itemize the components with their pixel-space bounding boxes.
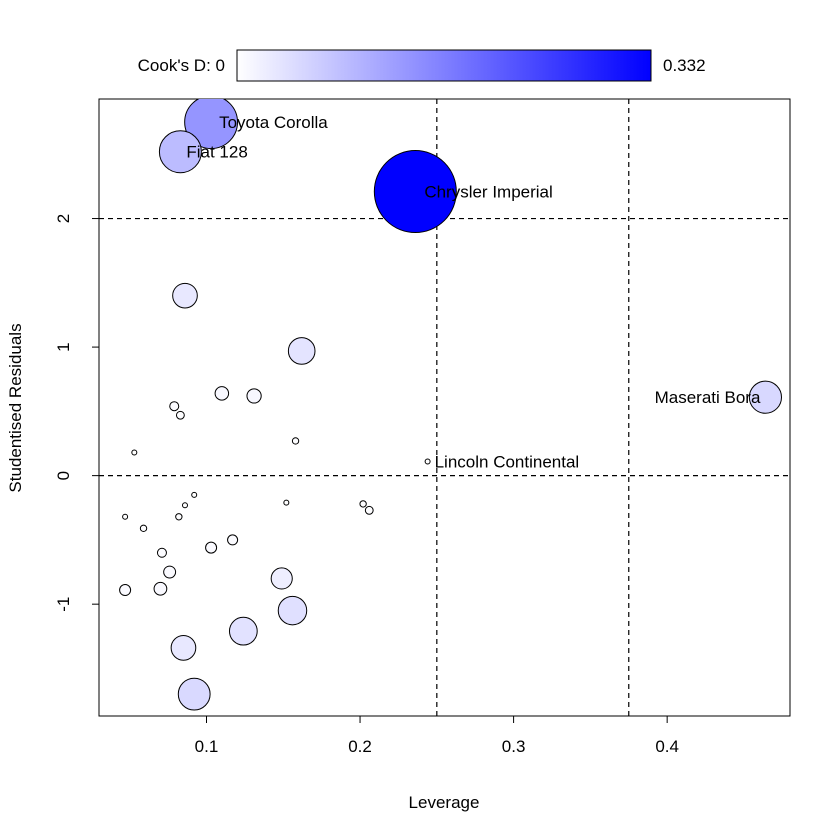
x-tick-label: 0.3 <box>502 737 526 756</box>
data-point <box>158 130 202 174</box>
plot-frame <box>98 98 791 717</box>
y-tick-label: -1 <box>54 597 73 612</box>
data-point <box>191 491 198 498</box>
data-point <box>169 401 180 412</box>
data-point <box>287 337 316 365</box>
data-point <box>277 595 308 626</box>
data-point <box>364 505 374 515</box>
data-point <box>424 458 431 465</box>
x-axis: 0.1 0.2 0.3 0.4 <box>195 716 679 756</box>
data-point <box>181 502 188 509</box>
data-point <box>359 500 367 508</box>
data-point <box>119 584 132 597</box>
data-point <box>283 499 290 506</box>
data-point <box>291 437 300 445</box>
data-point <box>205 541 218 554</box>
point-labels: Toyota Corolla Fiat 128 Chrysler Imperial M… <box>186 113 761 471</box>
data-point <box>748 380 783 414</box>
colorbar-label: Cook's D: 0 <box>138 56 225 75</box>
y-tick-label: 2 <box>54 214 73 223</box>
data-point <box>270 567 293 590</box>
x-tick-label: 0.4 <box>655 737 679 756</box>
data-point <box>246 388 262 404</box>
data-point <box>214 386 230 401</box>
y-tick-label: 0 <box>54 471 73 480</box>
data-point <box>163 565 177 579</box>
y-tick-label: 1 <box>54 342 73 351</box>
data-point <box>184 99 239 150</box>
data-point <box>227 534 239 546</box>
data-point <box>175 513 183 521</box>
x-axis-title: Leverage <box>409 793 480 812</box>
data-point <box>153 581 168 596</box>
data-point <box>175 410 185 420</box>
point-label: Lincoln Continental <box>435 452 580 471</box>
data-point <box>373 150 457 234</box>
data-points <box>119 99 783 711</box>
data-point <box>172 282 198 309</box>
data-point <box>156 547 167 558</box>
point-label: Fiat 128 <box>186 143 247 162</box>
data-point <box>139 524 148 533</box>
point-label: Toyota Corolla <box>219 113 328 132</box>
y-axis-title: Studentised Residuals <box>6 323 25 492</box>
x-tick-label: 0.1 <box>195 737 219 756</box>
data-point <box>122 513 129 520</box>
data-point <box>177 677 211 711</box>
point-label: Chrysler Imperial <box>424 183 552 202</box>
data-point <box>228 616 258 646</box>
colorbar-gradient <box>236 49 652 82</box>
y-axis: -1 0 1 2 <box>54 214 99 612</box>
point-label: Maserati Bora <box>655 388 761 407</box>
colorbar-max-label: 0.332 <box>663 56 706 75</box>
data-point <box>131 449 138 456</box>
x-tick-label: 0.2 <box>348 737 372 756</box>
data-point <box>170 635 197 661</box>
